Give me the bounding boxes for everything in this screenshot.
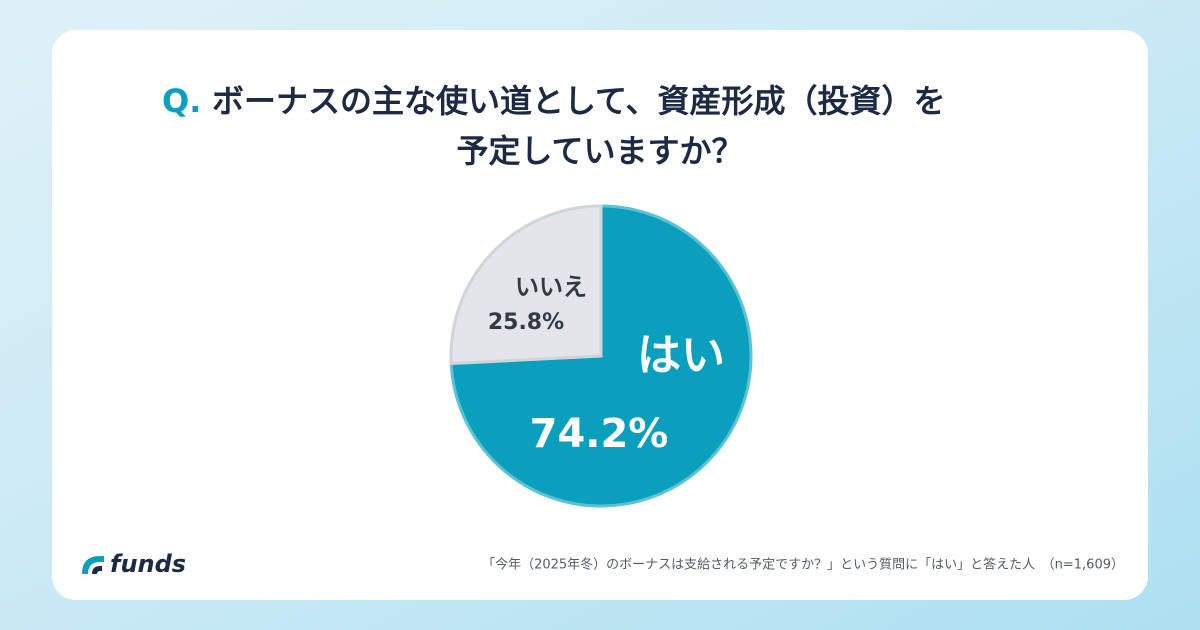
question-prefix: Q.	[162, 82, 201, 120]
slice-label: いいえ	[515, 273, 587, 301]
slice-value-label: 74.2%	[530, 411, 669, 457]
logo	[82, 556, 104, 574]
pie	[449, 204, 753, 508]
brand: funds	[110, 550, 186, 578]
slice-label: はい	[637, 330, 725, 381]
slice-value-label: 25.8%	[488, 310, 564, 335]
chart-title: ボーナスの主な使い道として、資産形成（投資）を	[212, 82, 945, 120]
chart-title: 予定していますか？	[456, 132, 743, 170]
pie-slice	[449, 204, 603, 366]
footnote: 「今年（2025年冬）のボーナスは支給される予定ですか？」という質問に「はい」と…	[482, 557, 1124, 573]
